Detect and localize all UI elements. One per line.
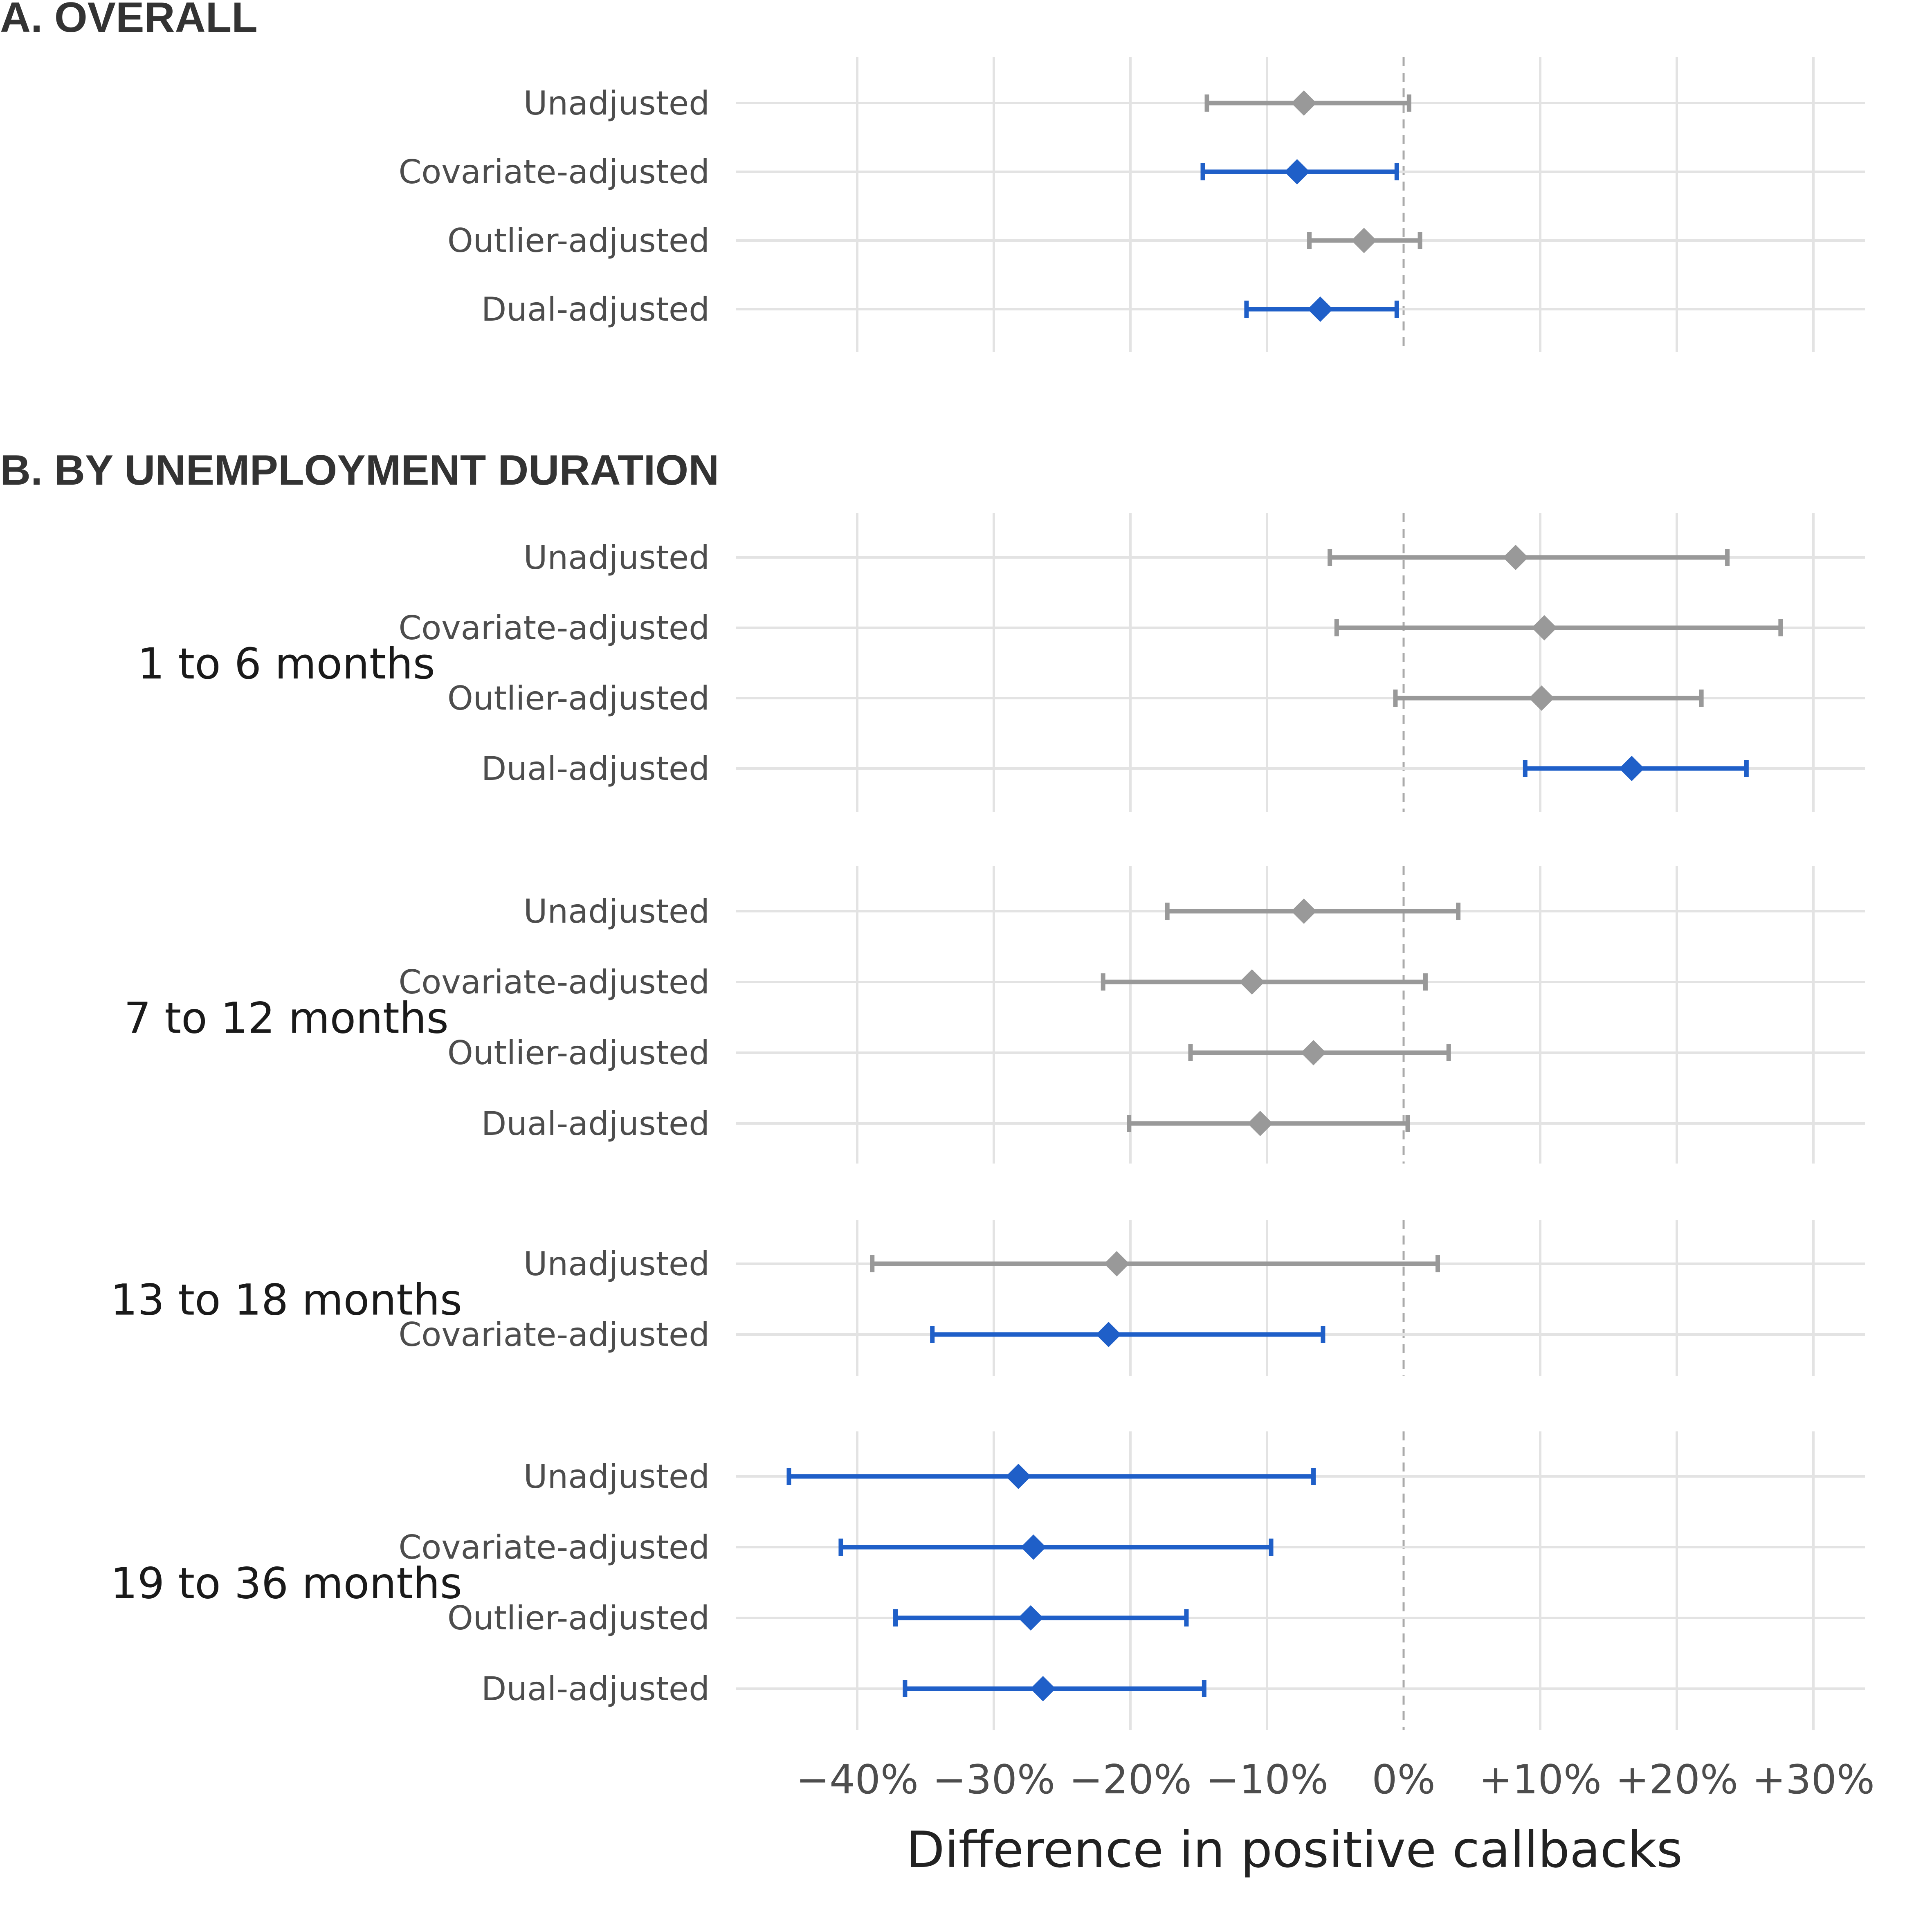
point-estimate-marker [1020, 1534, 1046, 1560]
point-estimate-marker [1291, 899, 1317, 924]
row-label: Unadjusted [523, 84, 710, 122]
x-tick-label: +30% [1752, 1757, 1875, 1803]
row-label: Covariate-adjusted [398, 153, 710, 191]
point-estimate-marker [1096, 1322, 1121, 1347]
point-estimate-marker [1301, 1040, 1326, 1065]
x-tick-label: −40% [796, 1757, 919, 1803]
row-label: Dual-adjusted [481, 750, 710, 788]
x-tick-label: −20% [1069, 1757, 1192, 1803]
row-label: Covariate-adjusted [398, 1316, 710, 1354]
point-estimate-marker [1619, 756, 1644, 781]
row-label: Unadjusted [523, 892, 710, 930]
point-estimate-marker [1030, 1676, 1056, 1701]
point-estimate-marker [1239, 969, 1265, 995]
row-label: Outlier-adjusted [447, 1599, 710, 1637]
row-label: Covariate-adjusted [398, 609, 710, 647]
row-label: Outlier-adjusted [447, 1034, 710, 1072]
row-label: Covariate-adjusted [398, 963, 710, 1001]
x-axis-title: Difference in positive callbacks [906, 1821, 1683, 1879]
point-estimate-marker [1351, 228, 1377, 253]
text-layer: A. OVERALL Unadjusted Covariate-adjusted Ou… [0, 0, 1875, 1803]
x-tick-label: +20% [1615, 1757, 1738, 1803]
x-tick-label: 0% [1372, 1757, 1435, 1803]
row-label: Dual-adjusted [481, 290, 710, 328]
section-title: A. OVERALL [0, 0, 258, 41]
row-label: Unadjusted [523, 1458, 710, 1496]
group-label: 19 to 36 months [110, 1559, 462, 1609]
x-tick-label: +10% [1479, 1757, 1602, 1803]
x-tick-label: −10% [1206, 1757, 1328, 1803]
point-estimate-marker [1503, 545, 1528, 570]
point-estimate-marker [1291, 90, 1317, 116]
point-estimate-marker [1104, 1251, 1130, 1276]
x-tick-label: −30% [932, 1757, 1055, 1803]
point-estimate-marker [1247, 1111, 1273, 1136]
row-label: Outlier-adjusted [447, 679, 710, 717]
row-label: Unadjusted [523, 539, 710, 577]
row-label: Covariate-adjusted [398, 1528, 710, 1566]
point-estimate-marker [1307, 297, 1333, 322]
point-estimate-marker [1006, 1464, 1031, 1489]
row-label: Unadjusted [523, 1245, 710, 1283]
group-label: 1 to 6 months [137, 639, 435, 689]
group-label: 7 to 12 months [124, 993, 449, 1043]
point-estimate-marker [1284, 159, 1310, 184]
point-estimate-marker [1018, 1605, 1044, 1631]
marks-layer [786, 90, 1783, 1701]
point-estimate-marker [1529, 685, 1555, 711]
row-label: Dual-adjusted [481, 1670, 710, 1708]
point-estimate-marker [1532, 615, 1557, 640]
row-label: Outlier-adjusted [447, 222, 710, 260]
group-label: 13 to 18 months [110, 1275, 462, 1325]
section-title: B. BY UNEMPLOYMENT DURATION [0, 447, 719, 494]
row-label: Dual-adjusted [481, 1105, 710, 1143]
